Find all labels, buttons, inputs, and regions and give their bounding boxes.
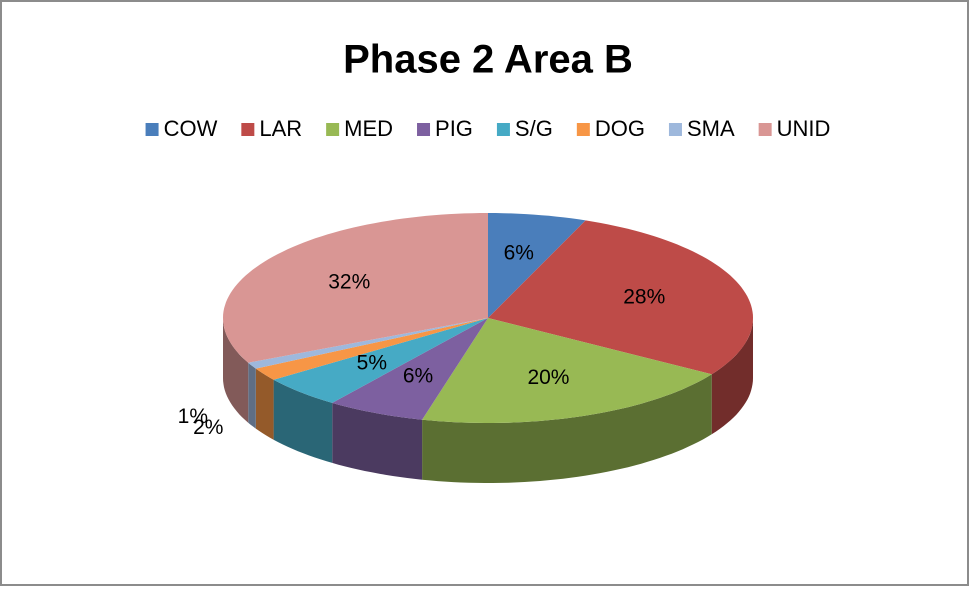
pie-slice [223,213,488,363]
pie-side [332,402,423,480]
pie-slice [488,213,586,318]
data-label: 20% [527,366,569,389]
pie-side [248,362,256,429]
pie-side [273,379,333,463]
pie-slice [422,318,712,423]
legend-swatch [241,123,255,136]
pie-side [711,318,753,435]
chart-title: Phase 2 Area B [343,38,633,82]
pie-slice [332,318,488,420]
pie-slice [248,318,488,369]
data-label: 6% [403,364,433,387]
pie-slice [273,318,488,403]
legend-swatch [417,123,431,136]
data-label: 2% [193,416,223,439]
legend-swatch [576,123,590,136]
legend-label: PIG [435,116,473,141]
legend-label: LAR [259,116,302,141]
legend-label: UNID [777,116,831,141]
legend-label: COW [164,116,218,141]
data-label: 5% [357,352,387,375]
data-label: 28% [623,285,665,308]
legend-label: MED [344,116,393,141]
pie-side [422,374,712,483]
legend-label: DOG [595,116,645,141]
data-label: 6% [504,242,534,265]
pie-slice [488,220,753,375]
pie-side [223,318,249,423]
pie-slice [255,318,488,380]
legend-label: SMA [687,116,735,141]
data-label: 32% [328,271,370,294]
pie-side [255,368,274,440]
legend-swatch [326,123,340,136]
legend-swatch [668,123,682,136]
legend-label: S/G [515,116,553,141]
legend-swatch [496,123,510,136]
legend-swatch [758,123,772,136]
legend-swatch [145,123,159,136]
data-label: 1% [178,405,208,428]
